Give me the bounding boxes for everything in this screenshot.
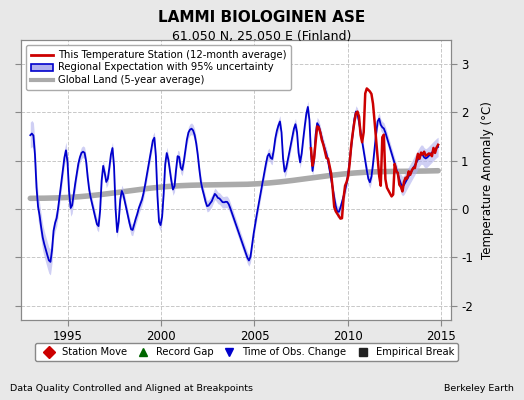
Text: LAMMI BIOLOGINEN ASE: LAMMI BIOLOGINEN ASE xyxy=(158,10,366,25)
Text: 61.050 N, 25.050 E (Finland): 61.050 N, 25.050 E (Finland) xyxy=(172,30,352,43)
Text: Berkeley Earth: Berkeley Earth xyxy=(444,384,514,393)
Legend: This Temperature Station (12-month average), Regional Expectation with 95% uncer: This Temperature Station (12-month avera… xyxy=(26,45,291,90)
Text: Data Quality Controlled and Aligned at Breakpoints: Data Quality Controlled and Aligned at B… xyxy=(10,384,254,393)
Y-axis label: Temperature Anomaly (°C): Temperature Anomaly (°C) xyxy=(481,101,494,259)
Legend: Station Move, Record Gap, Time of Obs. Change, Empirical Break: Station Move, Record Gap, Time of Obs. C… xyxy=(35,343,458,361)
